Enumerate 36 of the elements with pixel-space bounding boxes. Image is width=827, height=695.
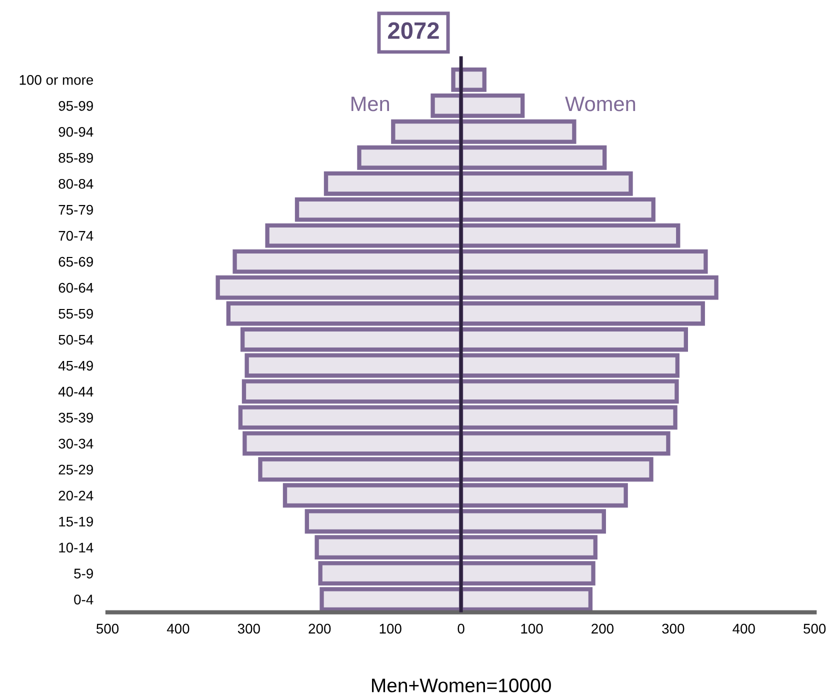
y-tick-label: 30-34 [58,438,94,449]
y-tick-label: 65-69 [58,256,93,267]
y-tick-label: 60-64 [58,282,94,293]
x-tick-label: 400 [166,624,190,634]
y-tick-label: 20-24 [58,490,94,501]
y-tick-label: 80-84 [58,178,94,189]
y-tick-label: 95-99 [58,100,93,111]
x-tick-label: 500 [804,624,826,634]
series-label: Men [352,96,389,112]
y-tick-label: 55-59 [58,308,93,319]
y-tick-label: 15-19 [59,516,93,527]
x-tick-label: 100 [380,624,402,634]
y-tick-label: 40-44 [58,386,94,397]
x-tick-label: 300 [238,624,260,634]
y-tick-label: 35-39 [58,412,93,423]
x-tick-label: 500 [96,624,119,634]
x-tick-label: 200 [308,624,331,634]
y-tick-label: 75-79 [58,204,93,215]
x-tick-label: 400 [732,624,755,634]
y-tick-label: 25-29 [58,464,93,475]
x-tick-label: 0 [458,624,464,634]
x-tick-label: 200 [592,624,614,634]
chart-title: 2072 [388,22,439,40]
y-tick-label: 100 or more [20,75,94,85]
y-tick-label: 50-54 [58,334,94,345]
y-tick-label: 45-49 [58,360,93,371]
x-tick-label: 100 [521,624,543,634]
y-tick-label: 85-89 [58,152,93,163]
y-tick-label: 5-9 [74,568,93,578]
y-tick-label: 90-94 [58,126,94,137]
series-label: Women [565,96,636,112]
x-axis-title: Men+Women=10000 [372,678,551,692]
y-tick-label: 0-4 [74,594,94,604]
y-tick-label: 10-14 [59,542,94,553]
x-tick-label: 300 [662,624,684,634]
y-tick-label: 70-74 [58,230,94,241]
